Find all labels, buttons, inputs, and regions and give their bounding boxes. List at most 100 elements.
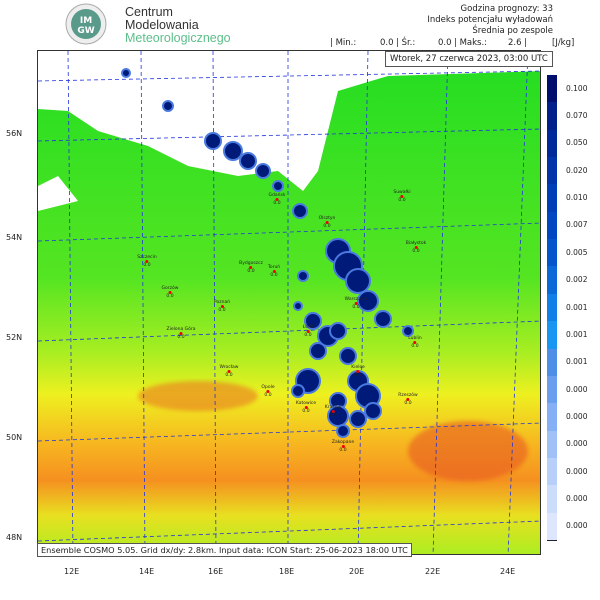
index-contour-blob [304,312,322,330]
longitude-line [140,51,146,554]
city-name: Zakopane [331,440,355,445]
latitude-line [38,70,540,82]
city-marker: Białystok 0.0 [406,241,427,254]
city-name: Opole [261,385,275,390]
valid-time: Wtorek, 27 czerwca 2023, 03:00 UTC [385,51,553,67]
city-marker: Rzeszów 0.0 [398,393,417,406]
city-value: 0.0 [411,344,419,349]
index-contour-blob [339,347,357,365]
city-dot [354,302,358,305]
lat-label: 56N [6,129,23,138]
colorbar-segment [547,512,557,541]
city-name: Kraków [324,405,342,410]
colorbar-segment [547,485,557,514]
colorbar-label: 0.002 [566,275,588,285]
latitude-line [38,422,540,442]
city-value: 0.0 [304,333,312,338]
colorbar-label: 0.100 [566,83,588,93]
city-name: Łódź [302,325,314,330]
colorbar-segment [547,457,557,487]
min-label: | Min.: [330,38,357,48]
colorbar-segment [547,239,557,268]
city-marker: Toruń 0.0 [268,265,280,278]
index-contour-blob [204,132,222,150]
city-marker: Warszawa 0.0 [345,297,368,310]
latitude-line [38,222,540,242]
city-dot [220,305,224,308]
city-value: 0.0 [352,305,360,310]
city-name: Szczecin [137,255,157,260]
colorbar-segment [547,430,557,459]
colorbar-label: 0.007 [566,220,588,230]
city-name: Lublin [408,336,422,341]
index-contour-blob [336,424,350,438]
city-value: 0.0 [354,373,362,378]
colorbar-label: 0.020 [566,165,588,175]
index-contour-blob [255,163,271,179]
city-name: Suwałki [393,190,411,195]
forecast-hour: Godzina prognozy: 33 [460,4,553,14]
colorbar-segment [547,102,557,131]
city-name: Rzeszów [398,393,418,398]
colorbar-segment [547,375,557,405]
city-name: Zielona Góra [166,327,196,332]
unit: [J/kg] [552,38,575,48]
city-marker: Kielce 0.0 [351,365,364,378]
city-dot [331,410,335,413]
colorbar-segment [547,321,557,350]
index-contour-blob [162,100,174,112]
city-marker: Wrocław 0.0 [220,365,239,378]
city-marker: Opole 0.0 [261,385,274,398]
longitude-line [67,51,74,554]
latitude-line [38,128,540,142]
city-marker: Bydgoszcz 0.0 [239,261,263,274]
colorbar-label: 0.001 [566,302,588,312]
colorbar-label: 0.001 [566,357,588,367]
max-value: 2.6 [508,38,522,48]
lon-label: 14E [139,567,155,576]
city-dot [272,270,276,273]
city-marker: Poznań 0.0 [214,300,230,313]
map-area[interactable] [37,50,541,555]
logo-line3: Meteorologicznego [125,31,231,45]
map-canvas [38,51,540,554]
city-name: Toruń [267,265,281,270]
city-marker: Katowice 0.0 [296,401,316,414]
city-value: 0.0 [339,448,347,453]
city-dot [306,330,310,333]
city-value: 0.0 [247,269,255,274]
city-value: 0.0 [323,224,331,229]
city-marker: Gdańsk 0.0 [269,193,286,206]
city-dot [325,221,329,224]
city-name: Wrocław [219,365,239,370]
latitude-line [38,520,540,542]
colorbar-segment [547,129,557,159]
city-name: Katowice [295,401,317,406]
index-contour-blob [272,180,284,192]
index-contour-blob [402,325,414,337]
city-name: Olsztyn [318,216,336,221]
stats-end: | [524,38,527,48]
city-marker: Kraków 0.0 [325,405,341,418]
city-dot [413,341,417,344]
colorbar-segment [547,293,557,323]
city-name: Bydgoszcz [239,261,263,266]
city-value: 0.0 [273,201,281,206]
model-info: Ensemble COSMO 5.05. Grid dx/dy: 2.8km. … [37,543,412,557]
imgw-logo: IM GW [65,3,107,45]
mean-value: 0.0 [438,38,452,48]
lon-label: 20E [349,567,365,576]
min-value: 0.0 [380,38,394,48]
index-contour-blob [357,290,379,312]
colorbar-label: 0.005 [566,247,588,257]
lat-label: 48N [6,533,23,542]
index-contour-blob [291,384,305,398]
index-contours [121,68,414,438]
logo-line2: Modelowania [125,18,199,32]
city-dot [304,406,308,409]
city-value: 0.0 [329,413,337,418]
index-contour-blob [309,342,327,360]
city-marker: Zielona Góra 0.0 [167,327,196,340]
city-value: 0.0 [404,401,412,406]
city-dot [275,198,279,201]
